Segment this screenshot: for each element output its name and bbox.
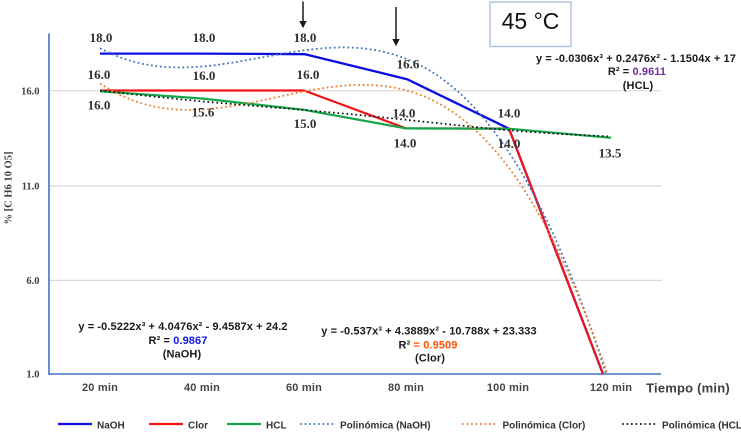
svg-text:16.0: 16.0 [297,67,320,82]
svg-text:(HCL): (HCL) [623,80,654,92]
svg-text:14.0: 14.0 [393,106,416,121]
svg-text:16.0: 16.0 [88,98,111,113]
svg-text:16.0: 16.0 [21,86,39,97]
svg-text:16.6: 16.6 [397,57,420,72]
svg-text:(Clor): (Clor) [415,353,445,365]
svg-text:13.5: 13.5 [599,146,622,161]
svg-text:11.0: 11.0 [22,182,40,193]
svg-text:18.0: 18.0 [294,30,317,45]
svg-text:45 °C: 45 °C [502,8,560,34]
svg-text:100 min: 100 min [487,382,529,394]
svg-text:60 min: 60 min [286,382,322,394]
svg-text:80 min: 80 min [388,382,424,394]
svg-text:Clor: Clor [188,421,208,432]
svg-text:14.0: 14.0 [498,136,521,151]
svg-text:16.0: 16.0 [193,68,216,83]
svg-text:18.0: 18.0 [90,30,113,45]
svg-text:1.0: 1.0 [26,370,39,381]
svg-text:14.0: 14.0 [394,136,417,151]
svg-text:40 min: 40 min [184,382,220,394]
svg-text:R² = 0.9611: R² = 0.9611 [608,66,666,78]
svg-text:120 min: 120 min [590,382,632,394]
svg-text:(NaOH): (NaOH) [163,349,202,361]
svg-text:15.6: 15.6 [192,105,215,120]
svg-text:% [C H6 10 O5]: % [C H6 10 O5] [4,152,15,225]
svg-text:20 min: 20 min [82,382,118,394]
svg-text:R² = 0.9867: R² = 0.9867 [149,335,208,347]
svg-text:y = -0.0306x³ + 0.2476x² - 1.1: y = -0.0306x³ + 0.2476x² - 1.1504x + 17 [536,53,736,65]
svg-text:14.0: 14.0 [498,106,521,121]
svg-text:Tiempo (min): Tiempo (min) [646,381,730,396]
svg-text:y = -0.5222x³ + 4.0476x² - 9.4: y = -0.5222x³ + 4.0476x² - 9.4587x + 24.… [78,321,287,333]
svg-text:Polinómica (NaOH): Polinómica (NaOH) [340,421,431,432]
svg-text:R² = 0.9509: R² = 0.9509 [399,340,458,352]
svg-text:16.0: 16.0 [88,67,111,82]
svg-text:18.0: 18.0 [193,30,216,45]
svg-text:Polinómica (HCL): Polinómica (HCL) [662,421,741,432]
svg-text:NaOH: NaOH [97,421,125,432]
svg-text:6.0: 6.0 [26,276,39,287]
svg-text:15.0: 15.0 [294,116,317,131]
svg-text:Polinómica (Clor): Polinómica (Clor) [503,421,586,432]
svg-text:y = -0.537x³ + 4.3889x² - 10.7: y = -0.537x³ + 4.3889x² - 10.788x + 23.3… [321,326,537,338]
svg-text:HCL: HCL [266,421,287,432]
